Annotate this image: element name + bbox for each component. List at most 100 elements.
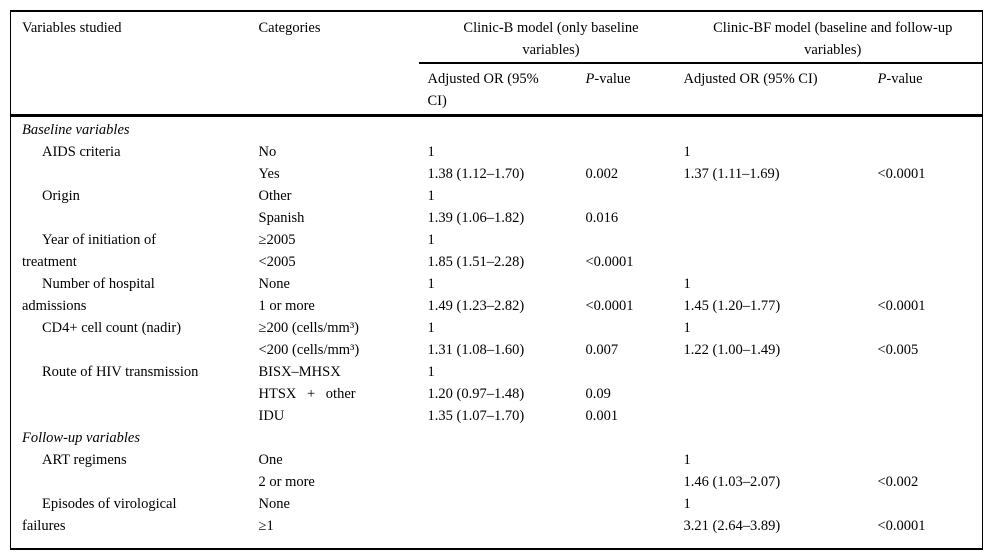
or-bf-cell	[684, 383, 878, 405]
or-bf-cell	[684, 207, 878, 229]
table-row: ART regimens One 1	[11, 449, 983, 471]
or-b-cell: 1.38 (1.12–1.70)	[427, 166, 525, 182]
or-b-cell: 1.31 (1.08–1.60)	[427, 342, 525, 358]
group-header-clinic-b: Clinic-B model (only baseline variables)	[418, 11, 684, 64]
section-row: Follow-up variables	[11, 427, 983, 449]
table-row: admissions 1 or more 1.49 (1.23–2.82) <0…	[11, 295, 983, 317]
or-b-cell: 1.20 (0.97–1.48)	[427, 386, 525, 402]
category-cell: None	[258, 276, 290, 292]
or-bf-cell: 1	[683, 320, 691, 336]
column-header-or-bf: Adjusted OR (95% CI)	[683, 63, 878, 117]
or-bf-cell: 1	[683, 276, 691, 292]
category-cell: One	[258, 452, 283, 468]
header-group-row: Variables studied Categories Clinic-B mo…	[10, 11, 983, 117]
p-bf-cell	[878, 493, 983, 515]
p-bf-cell	[878, 361, 983, 383]
or-b-cell: 1.49 (1.23–2.82)	[427, 298, 525, 314]
category-cell: ≥1	[258, 518, 274, 534]
table-row: Year of initiation of ≥2005 1	[11, 229, 983, 251]
variable-cell	[11, 207, 259, 229]
or-bf-cell: 1.22 (1.00–1.49)	[683, 342, 781, 358]
table-row: Origin Other 1	[11, 185, 983, 207]
variable-cell: Number of hospital	[42, 276, 155, 292]
or-b-cell: 1	[427, 144, 435, 160]
p-b-cell	[577, 361, 684, 383]
or-b-cell: 1	[427, 232, 435, 248]
variable-cell: Episodes of virological	[42, 496, 177, 512]
p-bf-cell	[878, 273, 983, 295]
or-bf-cell	[684, 185, 878, 207]
or-b-cell: 1	[427, 364, 435, 380]
table-row: CD4+ cell count (nadir) ≥200 (cells/mm³)…	[11, 317, 983, 339]
p-b-cell	[577, 229, 684, 251]
table-row: Number of hospital None 1 1	[11, 273, 983, 295]
variable-cell	[11, 339, 259, 361]
category-cell: <200 (cells/mm³)	[258, 342, 360, 358]
category-cell: BISX–MHSX	[258, 364, 341, 380]
or-b-cell	[419, 515, 577, 549]
variable-cell: Year of initiation of	[42, 232, 157, 248]
category-cell: IDU	[258, 408, 285, 424]
p-bf-cell: <0.0001	[877, 298, 926, 314]
category-cell: HTSX + other	[258, 386, 356, 402]
category-cell: None	[258, 496, 290, 512]
variable-cell	[11, 383, 259, 405]
p-b-cell	[577, 493, 684, 515]
table-row: AIDS criteria No 1 1	[11, 141, 983, 163]
or-b-cell	[419, 449, 577, 471]
group-header-clinic-b-line2: variables)	[522, 42, 580, 58]
p-b-cell	[577, 141, 684, 163]
or-b-cell: 1.35 (1.07–1.70)	[427, 408, 525, 424]
column-header-p-b: P-value	[576, 63, 684, 117]
p-b-cell	[577, 449, 684, 471]
p-bf-cell: <0.0001	[877, 518, 926, 534]
header-sub-row: Adjusted OR (95% CI) P-value Adjusted OR…	[11, 63, 983, 117]
category-cell: Spanish	[258, 210, 305, 226]
table-row: failures ≥1 3.21 (2.64–3.89) <0.0001	[11, 515, 983, 549]
or-b-cell: 1	[427, 188, 435, 204]
p-bf-cell	[878, 251, 983, 273]
page: Variables studied Categories Clinic-B mo…	[0, 10, 992, 553]
column-header-p-bf: P-value	[877, 63, 983, 117]
or-b-cell	[419, 493, 577, 515]
section-label: Follow-up variables	[22, 430, 141, 446]
variable-cell: failures	[22, 518, 66, 534]
p-b-cell	[577, 515, 684, 549]
category-cell: Other	[258, 188, 292, 204]
p-bf-cell	[878, 185, 983, 207]
p-bf-cell: <0.0001	[877, 166, 926, 182]
or-b-cell: 1.39 (1.06–1.82)	[427, 210, 525, 226]
variable-cell	[11, 471, 259, 493]
p-bf-cell: <0.005	[877, 342, 919, 358]
table-row: 2 or more 1.46 (1.03–2.07) <0.002	[11, 471, 983, 493]
p-b-cell: 0.002	[585, 166, 619, 182]
p-bf-cell	[878, 141, 983, 163]
category-cell: No	[258, 144, 277, 160]
group-header-clinic-bf-line1: Clinic-BF model (baseline and follow-up	[713, 20, 953, 36]
p-b-cell	[577, 185, 684, 207]
variable-cell: treatment	[22, 254, 77, 270]
p-b-cell: 0.007	[585, 342, 619, 358]
table-row: Episodes of virological None 1	[11, 493, 983, 515]
table-row: treatment <2005 1.85 (1.51–2.28) <0.0001	[11, 251, 983, 273]
p-bf-cell: <0.002	[877, 474, 919, 490]
table-row: Yes 1.38 (1.12–1.70) 0.002 1.37 (1.11–1.…	[11, 163, 983, 185]
or-bf-cell	[684, 251, 878, 273]
table-row: IDU 1.35 (1.07–1.70) 0.001	[11, 405, 983, 427]
p-b-cell: 0.09	[585, 386, 611, 402]
p-b-cell	[577, 317, 684, 339]
or-bf-cell: 1.46 (1.03–2.07)	[683, 474, 781, 490]
variable-cell: AIDS criteria	[42, 144, 121, 160]
or-b-cell: 1	[427, 320, 435, 336]
p-b-cell: 0.001	[585, 408, 619, 424]
or-bf-cell: 1	[683, 496, 691, 512]
variable-cell: CD4+ cell count (nadir)	[42, 320, 182, 336]
or-bf-cell: 1.45 (1.20–1.77)	[683, 298, 781, 314]
p-b-cell: 0.016	[585, 210, 619, 226]
table-row: Route of HIV transmission BISX–MHSX 1	[11, 361, 983, 383]
column-header-or-b: Adjusted OR (95% CI)	[418, 63, 577, 117]
variable-cell: Origin	[42, 188, 80, 204]
p-b-cell	[577, 273, 684, 295]
or-bf-cell: 1.37 (1.11–1.69)	[683, 166, 780, 182]
column-header-categories: Categories	[258, 11, 419, 117]
